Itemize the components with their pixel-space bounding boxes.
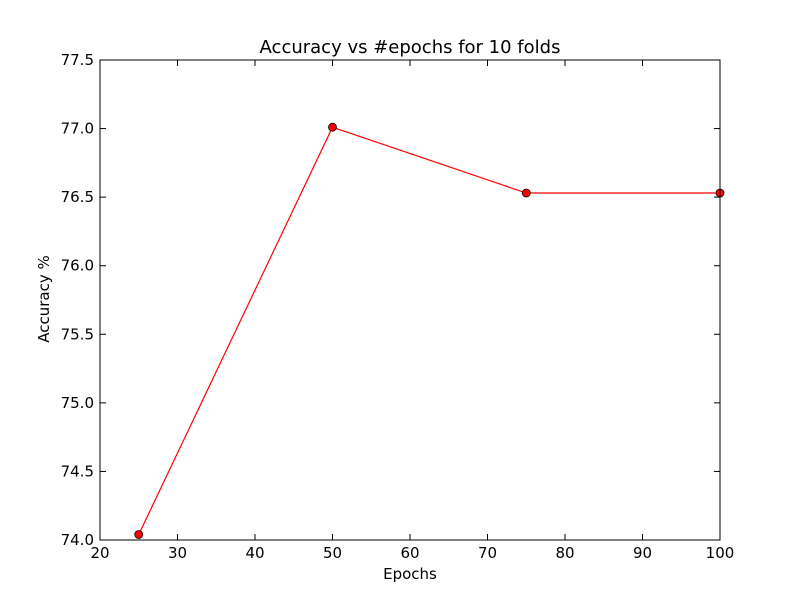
y-tick-label: 77.5: [61, 51, 94, 69]
y-tick-label: 75.0: [61, 394, 94, 412]
ticks-layer: 20 30 40 50 60 70 80 90 100 74.0 74.5 75.0 75.5 76.0 7…: [61, 51, 735, 562]
series-line: [138, 126, 720, 535]
x-tick-label: 70: [478, 544, 497, 562]
data-point: [521, 188, 531, 198]
x-tick-label: 20: [90, 544, 109, 562]
plot-frame: [99, 59, 721, 541]
data-point: [134, 530, 144, 539]
data-point: [328, 122, 337, 132]
y-tick-label: 76.5: [61, 188, 94, 206]
y-tick-label: 77.0: [61, 120, 94, 138]
x-tick-label: 50: [323, 544, 342, 562]
y-tick-label: 76.0: [61, 257, 94, 275]
x-tick-label: 40: [245, 544, 264, 562]
x-tick-label: 90: [633, 544, 652, 562]
chart-title: Accuracy vs #epochs for 10 folds: [260, 37, 561, 58]
y-tick-label: 75.5: [61, 325, 94, 343]
y-tick-label: 74.5: [61, 462, 94, 480]
series-layer: [134, 122, 725, 539]
x-axis-label: Epochs: [383, 565, 437, 583]
x-tick-label: 80: [555, 544, 574, 562]
y-axis-label: Accuracy %: [35, 255, 53, 343]
x-tick-label: 60: [400, 544, 419, 562]
y-tick-label: 74.0: [61, 531, 94, 549]
x-tick-label: 100: [706, 544, 735, 562]
x-tick-label: 30: [168, 544, 187, 562]
